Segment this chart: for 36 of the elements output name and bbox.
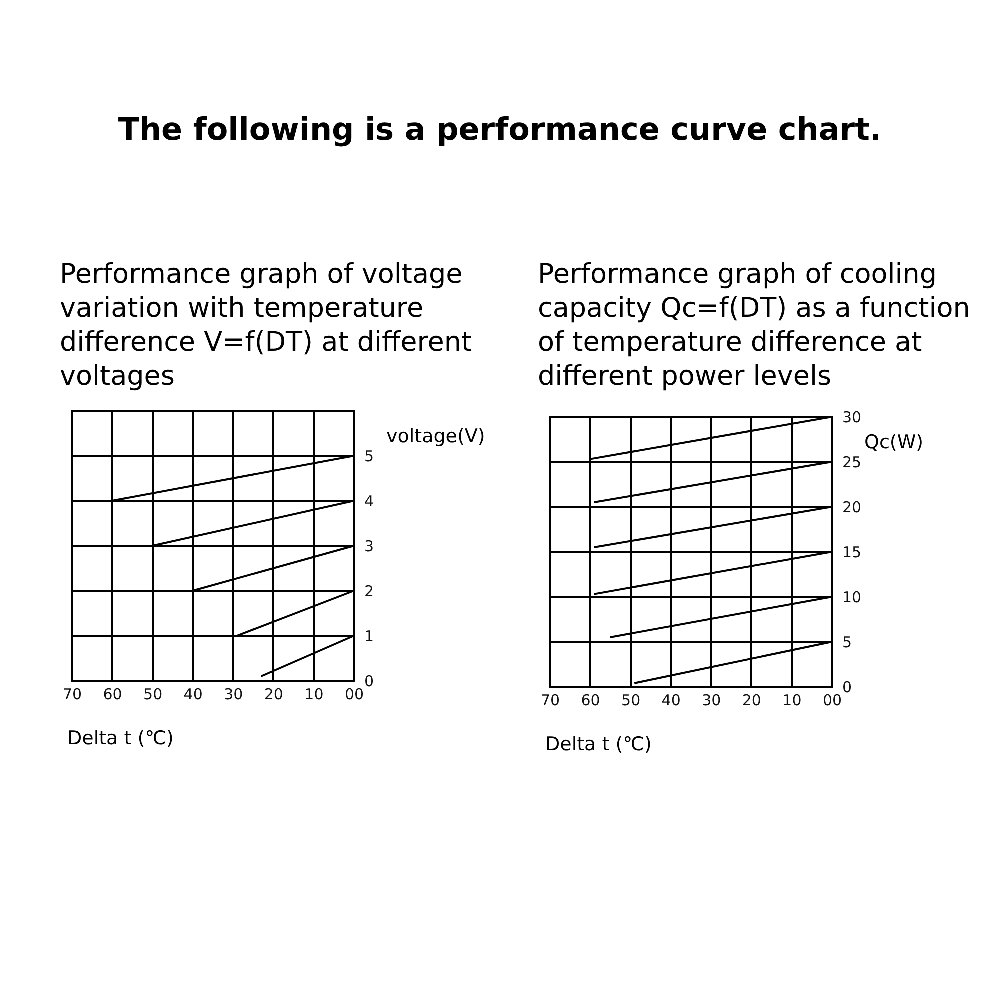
text: The following is a performance curve chart. — [117, 112, 883, 148]
x-tick-label: 60 — [103, 686, 122, 704]
x-tick-label: 50 — [622, 692, 641, 710]
x-tick-label: 30 — [224, 686, 244, 704]
x-tick-label: 20 — [742, 692, 762, 710]
y-tick-label: 30 — [842, 408, 862, 426]
x-tick-label: 40 — [184, 686, 203, 704]
y-axis-title: Qc(W) — [864, 432, 924, 454]
y-tick-label: 2 — [364, 582, 374, 600]
x-tick-label: 10 — [782, 692, 802, 710]
y-tick-label: 3 — [364, 538, 374, 556]
chart-title: Performance graph of cooling capacity Qc=f(DT) as a function of temperature difference at different power levels — [538, 258, 972, 394]
x-axis-title: Delta t (℃) — [68, 728, 174, 750]
y-tick-label: 25 — [842, 454, 862, 472]
y-tick-label: 10 — [842, 588, 862, 606]
y-tick-label: 0 — [364, 672, 374, 690]
x-tick-label: 60 — [581, 692, 600, 710]
x-tick-label: 00 — [822, 692, 842, 710]
chart-title: Performance graph of voltage variation with temperature difference V=f(DT) at different voltages — [60, 258, 474, 394]
y-tick-label: 1 — [364, 628, 374, 646]
y-axis-title: voltage(V) — [386, 426, 486, 448]
x-tick-label: 10 — [304, 686, 324, 704]
y-tick-label: 20 — [842, 498, 862, 516]
y-tick-label: 5 — [842, 634, 852, 652]
x-tick-label: 00 — [344, 686, 364, 704]
x-tick-label: 50 — [144, 686, 163, 704]
y-tick-label: 5 — [364, 448, 374, 466]
x-tick-label: 20 — [264, 686, 284, 704]
x-tick-label: 40 — [662, 692, 681, 710]
y-tick-label: 0 — [842, 678, 852, 696]
x-tick-label: 30 — [702, 692, 722, 710]
x-tick-label: 70 — [540, 692, 560, 710]
y-tick-label: 4 — [364, 492, 374, 510]
y-tick-label: 15 — [842, 544, 862, 562]
x-tick-label: 70 — [62, 686, 82, 704]
x-axis-title: Delta t (℃) — [546, 734, 652, 756]
